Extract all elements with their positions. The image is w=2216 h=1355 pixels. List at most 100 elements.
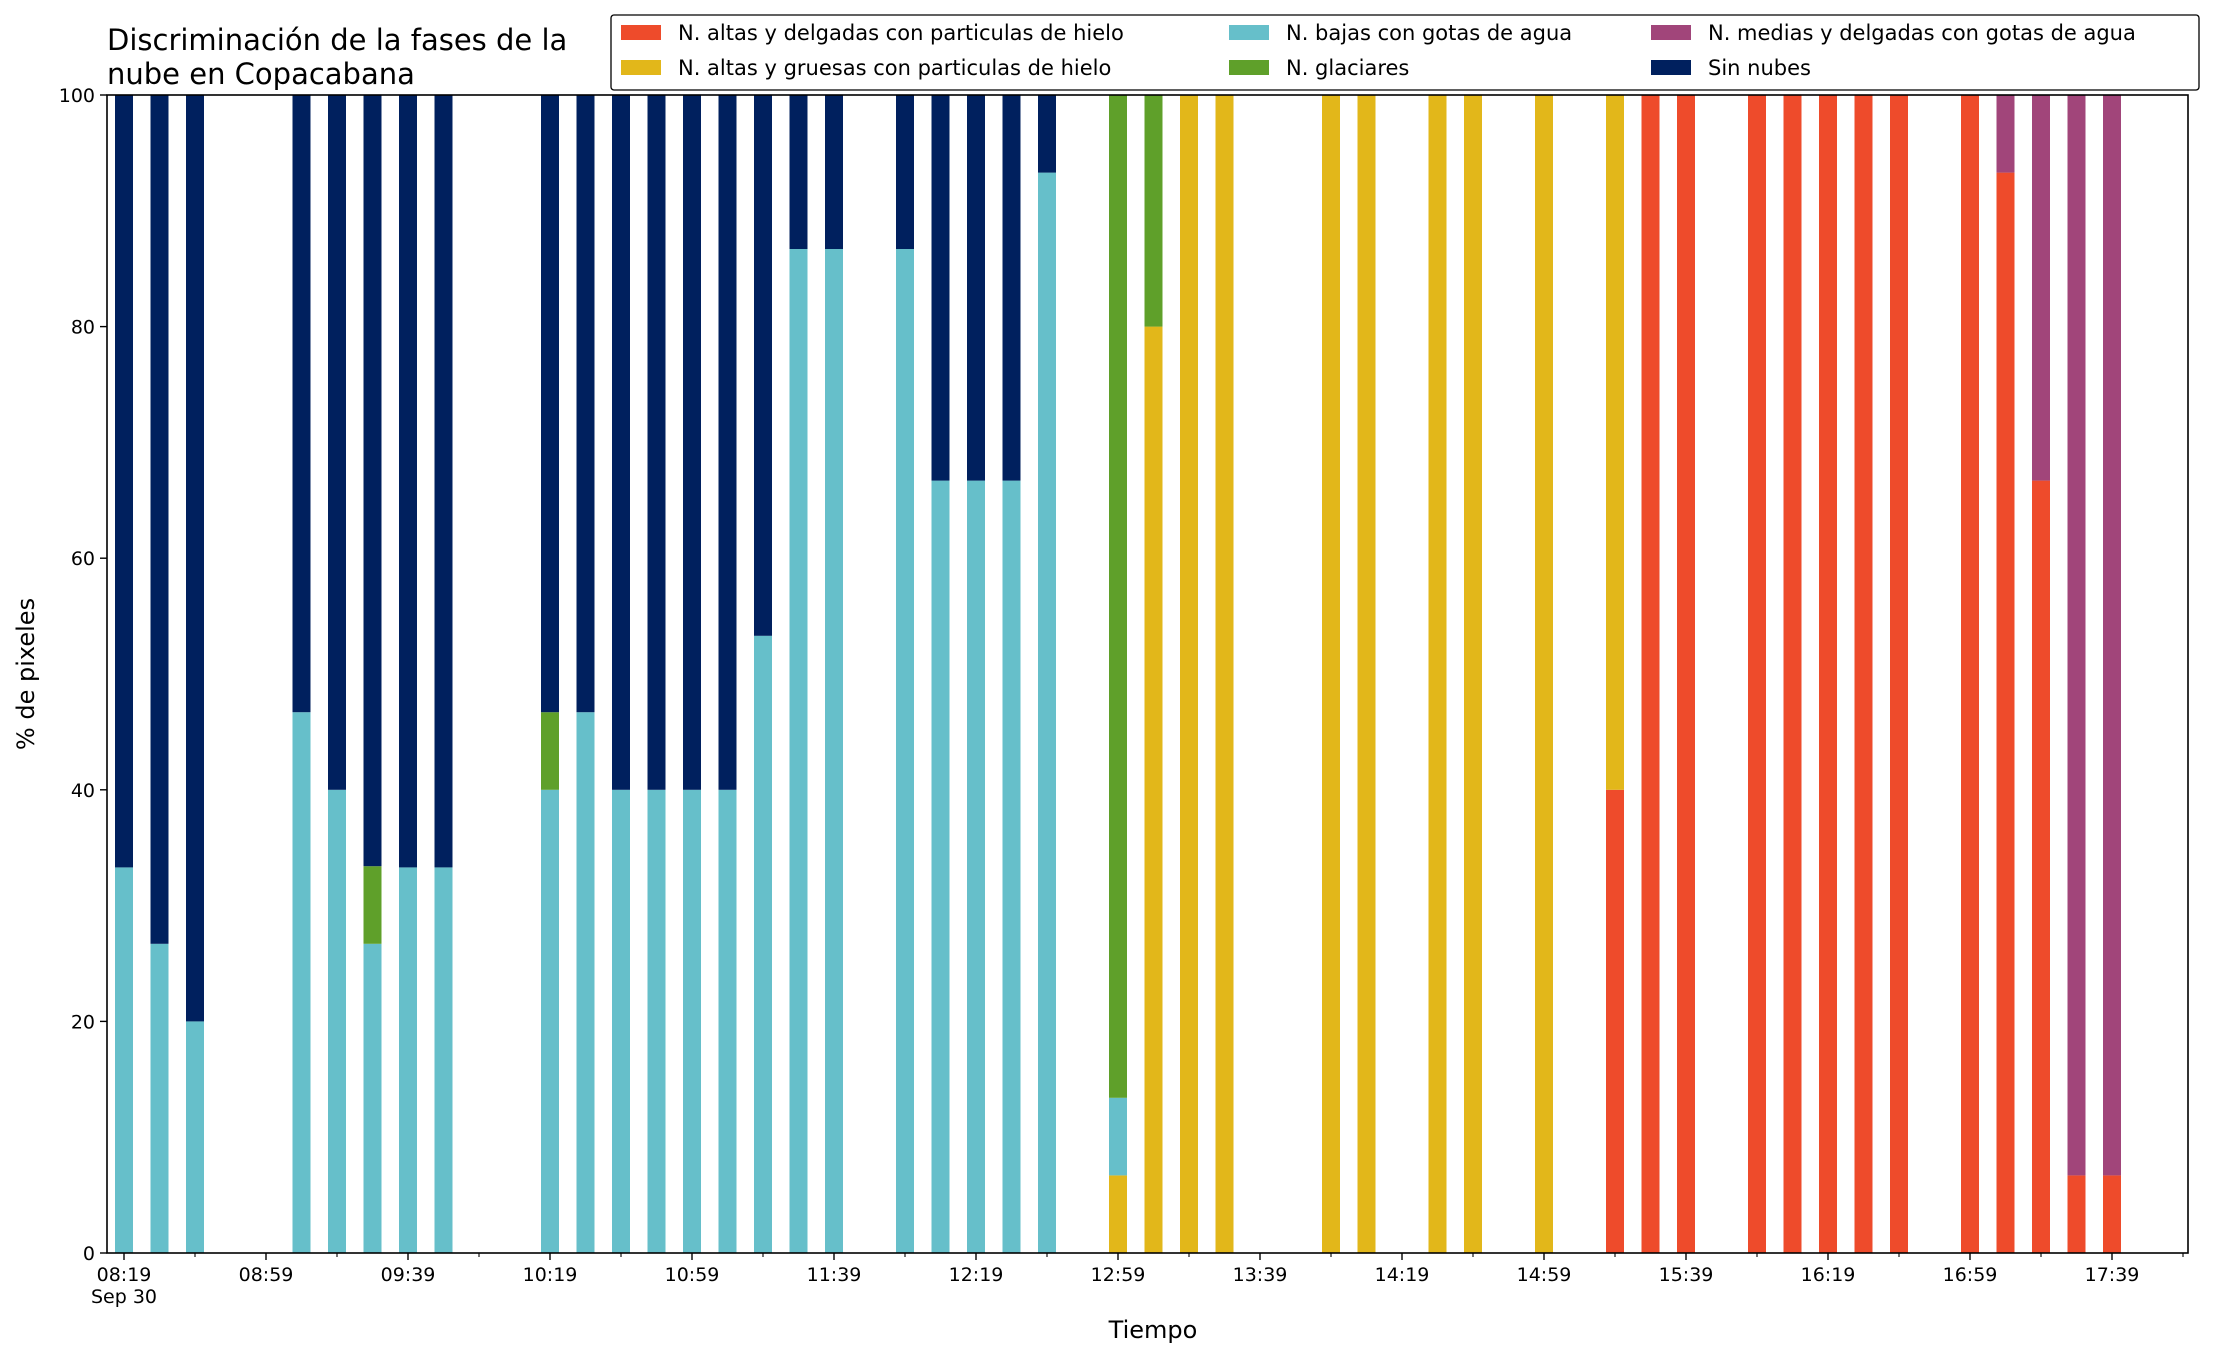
- bar-segment-sin_nubes-19: [967, 95, 985, 481]
- bar-segment-altas_delgadas-39: [1961, 95, 1979, 1253]
- bar-segment-altas_delgadas-42: [2067, 1175, 2086, 1253]
- plot-frame: [106, 94, 2189, 1254]
- bar-segment-medias_delgadas-43: [2103, 95, 2121, 1176]
- x-tick-label-7: 12:59: [1091, 1264, 1146, 1286]
- y-axis-label: % de pixeles: [12, 598, 40, 750]
- y-tick-label-0: 0: [83, 1243, 95, 1265]
- bar-segment-bajas_agua-5: [363, 943, 382, 1253]
- legend-swatch-altas_delgadas: [621, 25, 661, 40]
- bar-segment-bajas_agua-0: [115, 867, 133, 1253]
- x-tick-label-10: 14:59: [1517, 1264, 1572, 1286]
- bar-segment-sin_nubes-10: [612, 95, 630, 790]
- legend-label-medias_delgadas: N. medias y delgadas con gotas de agua: [1708, 21, 2136, 45]
- bar-segment-bajas_agua-17: [896, 249, 914, 1253]
- bar-segment-bajas_agua-15: [789, 249, 808, 1253]
- bar-segment-altas_gruesas-27: [1357, 95, 1376, 1253]
- x-tick-label-5: 11:39: [807, 1264, 862, 1286]
- bar-segment-altas_delgadas-37: [1854, 95, 1873, 1253]
- x-tick-label-2: 09:39: [381, 1264, 436, 1286]
- bar-segment-altas_delgadas-36: [1819, 95, 1837, 1253]
- bar-segment-bajas_agua-9: [576, 712, 595, 1253]
- bar-segment-altas_gruesas-28: [1428, 95, 1447, 1253]
- x-tick-label-11: 15:39: [1659, 1264, 1714, 1286]
- bar-segment-altas_delgadas-43: [2103, 1175, 2121, 1253]
- bar-segment-glaciares-8: [541, 712, 559, 790]
- bar-segment-sin_nubes-4: [328, 95, 346, 790]
- bar-segment-sin_nubes-15: [789, 95, 808, 249]
- bar-segment-bajas_agua-1: [150, 943, 169, 1253]
- legend-swatch-sin_nubes: [1651, 60, 1691, 75]
- x-tick-label-6: 12:19: [949, 1264, 1004, 1286]
- bar-segment-bajas_agua-7: [434, 867, 453, 1253]
- bar-segment-altas_delgadas-34: [1748, 95, 1766, 1253]
- bar-segment-glaciares-5: [363, 866, 382, 944]
- bar-segment-altas_delgadas-38: [1890, 95, 1908, 1253]
- bar-segment-altas_delgadas-33: [1677, 95, 1695, 1253]
- bar-segment-sin_nubes-21: [1038, 95, 1056, 173]
- bar-segment-altas_gruesas-24: [1180, 95, 1198, 1253]
- bar-segment-bajas_agua-10: [612, 789, 630, 1253]
- bar-segment-sin_nubes-18: [931, 95, 950, 481]
- legend-swatch-altas_gruesas: [621, 60, 661, 75]
- x-tick-label-3: 10:19: [523, 1264, 578, 1286]
- bar-segment-bajas_agua-4: [328, 789, 346, 1253]
- legend-label-altas_delgadas: N. altas y delgadas con particulas de hi…: [678, 21, 1124, 45]
- bar-segment-bajas_agua-19: [967, 480, 985, 1254]
- legend-label-sin_nubes: Sin nubes: [1708, 56, 1811, 80]
- bar-segment-bajas_agua-22: [1109, 1097, 1127, 1176]
- bar-segment-altas_delgadas-41: [2032, 480, 2050, 1254]
- bars-group: [115, 95, 2121, 1254]
- bar-segment-sin_nubes-0: [115, 95, 133, 868]
- chart-title-line-1: Discriminación de la fases de la: [107, 23, 567, 57]
- legend-box: [610, 14, 2200, 91]
- x-tick-label-1: 08:59: [239, 1264, 294, 1286]
- chart-title-line-2: nube en Copacabana: [107, 57, 415, 91]
- bar-segment-bajas_agua-20: [1002, 480, 1021, 1254]
- y-tick-label-4: 80: [71, 317, 95, 339]
- legend-label-altas_gruesas: N. altas y gruesas con particulas de hie…: [678, 56, 1111, 80]
- bar-segment-altas_gruesas-29: [1464, 95, 1482, 1253]
- legend-swatch-glaciares: [1229, 60, 1269, 75]
- bar-segment-sin_nubes-12: [683, 95, 701, 790]
- bar-segment-medias_delgadas-40: [1996, 95, 2015, 173]
- legend-swatch-medias_delgadas: [1651, 25, 1691, 40]
- x-tick-label-4: 10:59: [665, 1264, 720, 1286]
- bar-segment-bajas_agua-6: [399, 867, 417, 1253]
- bar-segment-sin_nubes-3: [292, 95, 311, 713]
- bar-segment-bajas_agua-12: [683, 789, 701, 1253]
- bar-segment-altas_delgadas-31: [1606, 789, 1624, 1253]
- x-tick-label-14: 17:39: [2085, 1264, 2140, 1286]
- legend-swatch-bajas_agua: [1229, 25, 1269, 40]
- bar-segment-altas_gruesas-23: [1144, 326, 1163, 1254]
- bar-segment-bajas_agua-21: [1038, 172, 1056, 1254]
- bar-segment-sin_nubes-9: [576, 95, 595, 713]
- bar-segment-bajas_agua-8: [541, 789, 559, 1253]
- bar-segment-sin_nubes-5: [363, 95, 382, 867]
- bar-segment-sin_nubes-11: [647, 95, 666, 790]
- bar-segment-glaciares-22: [1109, 95, 1127, 1098]
- bar-segment-sin_nubes-16: [825, 95, 843, 249]
- bar-segment-altas_delgadas-32: [1641, 95, 1660, 1253]
- bar-segment-altas_delgadas-35: [1783, 95, 1802, 1253]
- y-tick-label-3: 60: [71, 548, 95, 570]
- bar-segment-medias_delgadas-41: [2032, 95, 2050, 481]
- bar-segment-sin_nubes-6: [399, 95, 417, 868]
- bar-segment-sin_nubes-7: [434, 95, 453, 868]
- bar-segment-altas_gruesas-31: [1606, 95, 1624, 790]
- bar-segment-bajas_agua-16: [825, 249, 843, 1253]
- bar-segment-altas_gruesas-22: [1109, 1175, 1127, 1253]
- bar-segment-glaciares-23: [1144, 95, 1163, 327]
- bar-segment-bajas_agua-18: [931, 480, 950, 1254]
- bar-segment-altas_delgadas-40: [1996, 172, 2015, 1254]
- bar-segment-altas_gruesas-30: [1535, 95, 1553, 1253]
- x-date-label: Sep 30: [91, 1286, 157, 1308]
- bar-segment-sin_nubes-8: [541, 95, 559, 713]
- bar-segment-sin_nubes-1: [150, 95, 169, 944]
- x-tick-label-8: 13:39: [1233, 1264, 1288, 1286]
- legend-label-bajas_agua: N. bajas con gotas de agua: [1286, 21, 1572, 45]
- bar-segment-bajas_agua-11: [647, 789, 666, 1253]
- x-axis-label: Tiempo: [1108, 1316, 1198, 1344]
- x-tick-label-12: 16:19: [1801, 1264, 1856, 1286]
- bar-segment-bajas_agua-13: [718, 789, 737, 1253]
